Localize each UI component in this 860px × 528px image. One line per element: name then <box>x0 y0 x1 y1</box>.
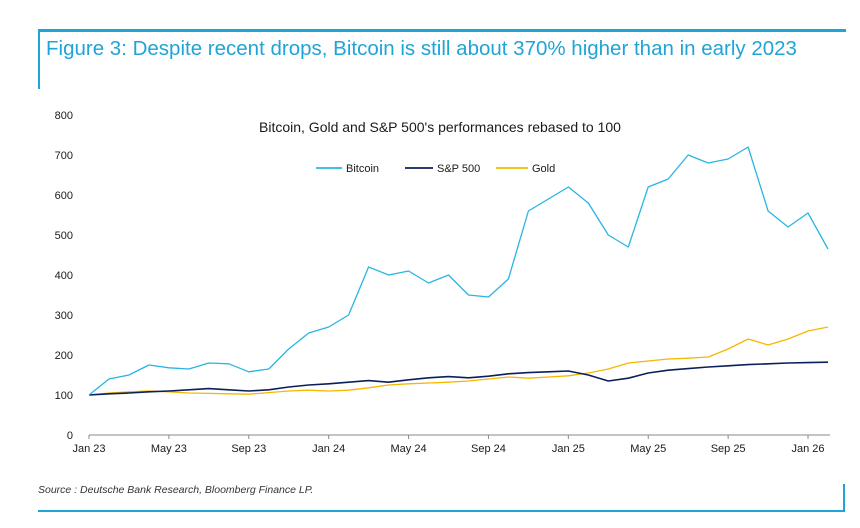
y-tick-label: 200 <box>55 350 73 362</box>
x-tick-label: Sep 25 <box>711 443 746 455</box>
axes-group: 0 100 200 300 400 500 600 700 800 Jan 23 May 23 Sep… <box>55 110 830 455</box>
frame-right-rule <box>843 484 845 511</box>
y-tick-label: 800 <box>55 110 73 122</box>
x-tick-label: Jan 23 <box>72 443 105 455</box>
x-tick-label: May 24 <box>391 443 427 455</box>
source-note: Source : Deutsche Bank Research, Bloombe… <box>38 484 314 496</box>
series-lines <box>88 146 829 396</box>
series-line-s-p-500 <box>88 361 829 396</box>
series-line-gold <box>88 326 829 396</box>
frame-left-rule <box>38 29 40 89</box>
frame-bottom-rule <box>38 510 845 512</box>
x-tick-label: Jan 24 <box>312 443 345 455</box>
series-line-bitcoin <box>88 146 829 396</box>
legend-label: S&P 500 <box>437 163 480 175</box>
legend-label: Bitcoin <box>346 163 379 175</box>
y-tick-label: 300 <box>55 310 73 322</box>
x-tick-label: Sep 24 <box>471 443 506 455</box>
legend: Bitcoin S&P 500 Gold <box>316 163 555 175</box>
x-tick-label: Sep 23 <box>231 443 266 455</box>
x-tick-label: May 23 <box>151 443 187 455</box>
legend-label: Gold <box>532 163 555 175</box>
frame-top-rule <box>38 29 846 32</box>
x-tick-label: May 25 <box>630 443 666 455</box>
x-tick-label: Jan 26 <box>792 443 825 455</box>
figure-title: Figure 3: Despite recent drops, Bitcoin … <box>46 37 797 60</box>
y-tick-label: 700 <box>55 150 73 162</box>
y-tick-label: 400 <box>55 270 73 282</box>
y-tick-label: 600 <box>55 190 73 202</box>
chart-title: Bitcoin, Gold and S&P 500's performances… <box>259 119 621 135</box>
y-tick-label: 0 <box>67 430 73 442</box>
y-tick-label: 500 <box>55 230 73 242</box>
x-tick-label: Jan 25 <box>552 443 585 455</box>
y-tick-label: 100 <box>55 390 73 402</box>
